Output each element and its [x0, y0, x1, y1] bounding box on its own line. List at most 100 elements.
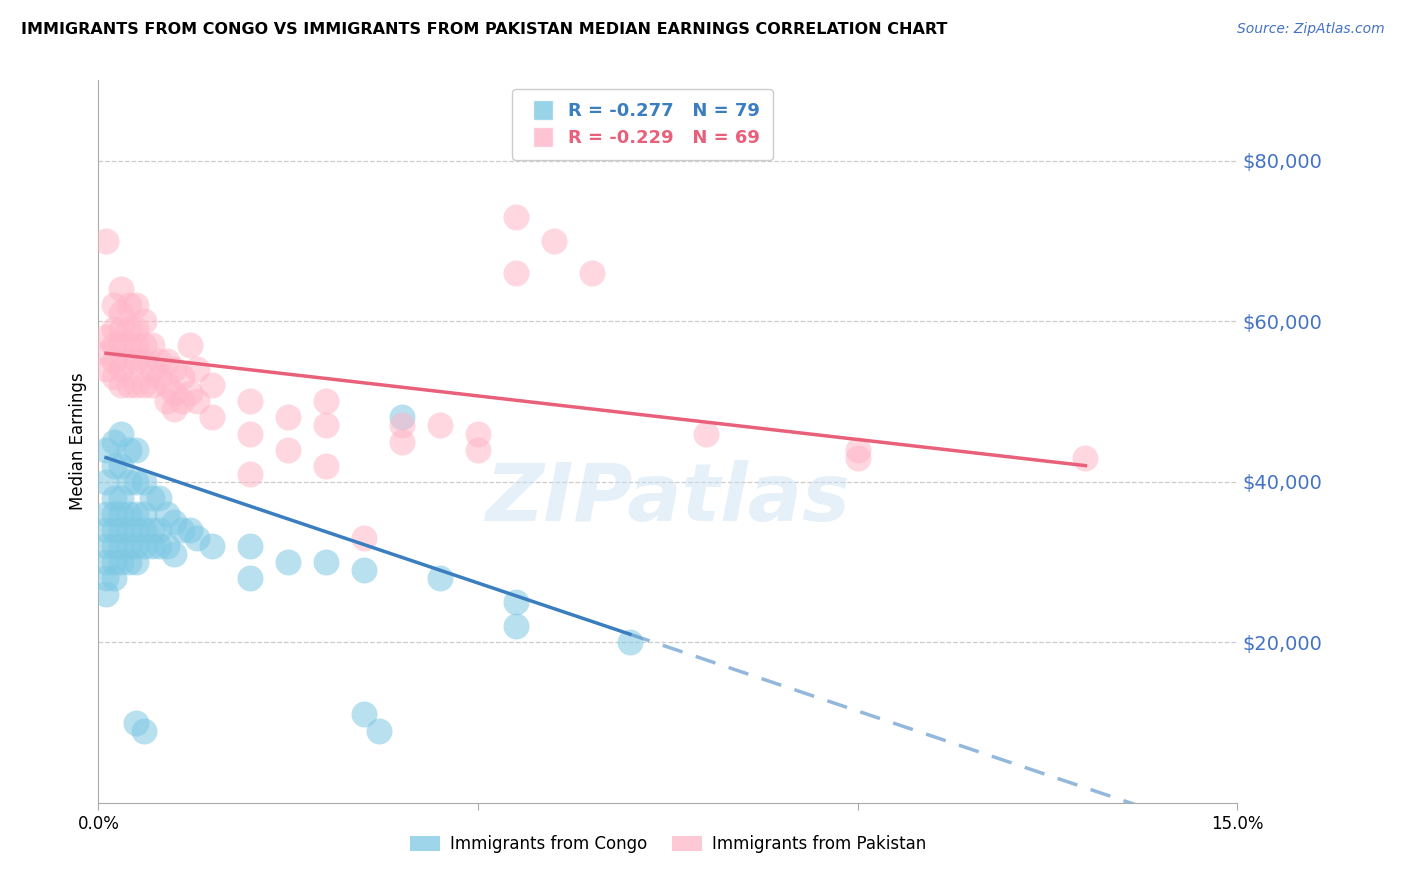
Point	[110, 491, 132, 505]
Point	[125, 523, 148, 537]
Point	[353, 563, 375, 577]
Point	[118, 378, 141, 392]
Point	[94, 346, 117, 360]
Point	[315, 458, 337, 473]
Point	[163, 362, 186, 376]
Point	[170, 394, 193, 409]
Point	[201, 378, 224, 392]
Point	[94, 234, 117, 248]
Point	[132, 314, 155, 328]
Point	[118, 507, 141, 521]
Point	[125, 539, 148, 553]
Point	[110, 378, 132, 392]
Text: IMMIGRANTS FROM CONGO VS IMMIGRANTS FROM PAKISTAN MEDIAN EARNINGS CORRELATION CH: IMMIGRANTS FROM CONGO VS IMMIGRANTS FROM…	[21, 22, 948, 37]
Point	[110, 507, 132, 521]
Point	[391, 410, 413, 425]
Point	[103, 338, 125, 352]
Point	[141, 523, 163, 537]
Point	[179, 386, 201, 401]
Point	[163, 386, 186, 401]
Point	[141, 491, 163, 505]
Point	[391, 418, 413, 433]
Point	[110, 306, 132, 320]
Point	[103, 370, 125, 384]
Point	[125, 555, 148, 569]
Point	[391, 434, 413, 449]
Point	[467, 426, 489, 441]
Point	[619, 635, 641, 649]
Point	[125, 322, 148, 336]
Point	[132, 354, 155, 368]
Point	[163, 402, 186, 417]
Point	[141, 338, 163, 352]
Point	[110, 458, 132, 473]
Point	[353, 531, 375, 545]
Point	[368, 723, 391, 738]
Point	[103, 571, 125, 585]
Point	[125, 475, 148, 489]
Point	[94, 587, 117, 601]
Point	[695, 426, 717, 441]
Point	[132, 475, 155, 489]
Point	[467, 442, 489, 457]
Y-axis label: Median Earnings: Median Earnings	[69, 373, 87, 510]
Point	[186, 531, 208, 545]
Point	[118, 338, 141, 352]
Point	[156, 354, 179, 368]
Point	[103, 458, 125, 473]
Text: ZIPatlas: ZIPatlas	[485, 460, 851, 539]
Point	[179, 523, 201, 537]
Point	[94, 539, 117, 553]
Point	[118, 539, 141, 553]
Point	[103, 539, 125, 553]
Point	[132, 338, 155, 352]
Point	[118, 354, 141, 368]
Point	[94, 507, 117, 521]
Point	[103, 555, 125, 569]
Point	[543, 234, 565, 248]
Point	[132, 523, 155, 537]
Point	[581, 266, 603, 280]
Point	[186, 394, 208, 409]
Point	[132, 723, 155, 738]
Point	[239, 426, 262, 441]
Point	[110, 282, 132, 296]
Point	[110, 555, 132, 569]
Point	[429, 418, 451, 433]
Point	[125, 378, 148, 392]
Point	[148, 523, 170, 537]
Point	[186, 362, 208, 376]
Point	[170, 523, 193, 537]
Text: Source: ZipAtlas.com: Source: ZipAtlas.com	[1237, 22, 1385, 37]
Point	[239, 539, 262, 553]
Point	[103, 298, 125, 312]
Point	[141, 378, 163, 392]
Point	[141, 362, 163, 376]
Point	[110, 426, 132, 441]
Point	[846, 442, 869, 457]
Point	[239, 467, 262, 481]
Point	[141, 539, 163, 553]
Point	[505, 595, 527, 609]
Point	[163, 547, 186, 561]
Point	[132, 539, 155, 553]
Point	[315, 394, 337, 409]
Point	[125, 354, 148, 368]
Point	[125, 442, 148, 457]
Point	[156, 394, 179, 409]
Point	[110, 523, 132, 537]
Point	[156, 539, 179, 553]
Point	[277, 442, 299, 457]
Point	[277, 555, 299, 569]
Point	[118, 322, 141, 336]
Point	[132, 507, 155, 521]
Point	[846, 450, 869, 465]
Point	[94, 475, 117, 489]
Point	[103, 523, 125, 537]
Point	[277, 410, 299, 425]
Point	[201, 539, 224, 553]
Point	[118, 555, 141, 569]
Point	[118, 442, 141, 457]
Point	[132, 378, 155, 392]
Point	[94, 362, 117, 376]
